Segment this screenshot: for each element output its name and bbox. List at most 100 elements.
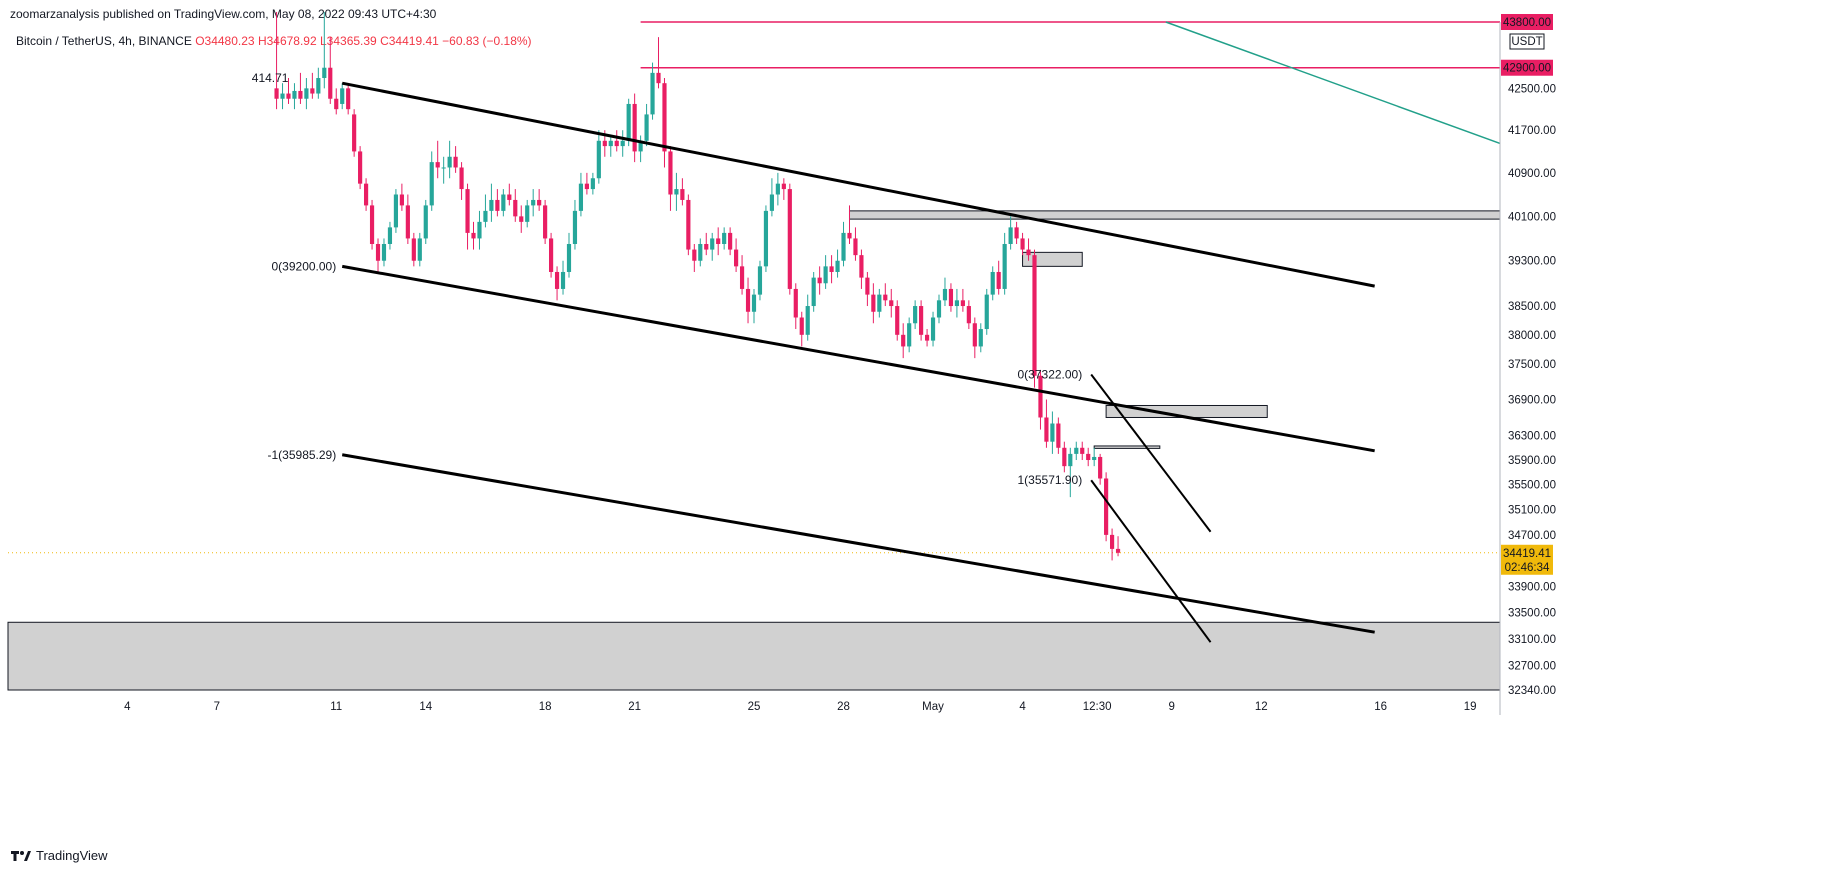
legend-low: L34365.39 — [320, 34, 377, 48]
candle-body — [387, 227, 393, 244]
candle-body — [489, 199, 494, 211]
legend-high: H34678.92 — [257, 34, 317, 48]
fib-annotation: 0(37322.00) — [1018, 367, 1083, 381]
candle-body — [763, 210, 769, 267]
candle-body — [704, 243, 709, 250]
candle-body — [322, 67, 327, 79]
candle-body — [1086, 453, 1091, 461]
x-tick-label: 16 — [1374, 701, 1387, 713]
candle-body — [1109, 534, 1115, 549]
candle-body — [829, 266, 834, 272]
candle-body — [1032, 255, 1037, 376]
candle-body — [1115, 548, 1121, 553]
x-tick-label: 28 — [837, 701, 850, 713]
zone-rectangle[interactable] — [7, 621, 1501, 691]
x-tick-label: 9 — [1169, 701, 1175, 713]
y-tick-label: 40100.00 — [1508, 211, 1556, 223]
candle-body — [734, 249, 739, 267]
candle-body — [328, 67, 333, 99]
candle-body — [316, 78, 321, 94]
symbol-name[interactable]: Bitcoin / TetherUS, 4h, BINANCE — [16, 34, 192, 48]
candle-body — [519, 216, 524, 222]
candle-body — [913, 306, 918, 324]
candle-body — [1080, 447, 1085, 454]
zone-rectangle[interactable] — [1093, 445, 1161, 449]
symbol-legend: Bitcoin / TetherUS, 4h, BINANCE O34480.2… — [16, 34, 532, 48]
drawing-layer — [341, 21, 1501, 643]
publisher-line: zoomarzanalysis published on TradingView… — [10, 7, 437, 21]
candle-body — [292, 90, 297, 99]
candle-body — [1002, 243, 1007, 289]
candle-body — [453, 156, 458, 168]
candle-body — [841, 232, 846, 261]
candle-body — [477, 221, 482, 239]
x-tick-label: 4 — [1019, 701, 1026, 713]
channel-line-lower[interactable] — [341, 453, 1375, 634]
x-tick-label: 7 — [214, 701, 220, 713]
candle-body — [996, 271, 1001, 289]
candle-body — [1014, 227, 1019, 239]
y-tick-label: 33100.00 — [1508, 634, 1556, 646]
zone-rectangle[interactable] — [1022, 251, 1083, 267]
candle-body — [608, 140, 613, 147]
candle-body — [596, 140, 601, 179]
legend-close: C34419.41 — [380, 34, 439, 48]
candle-body — [525, 205, 530, 222]
currency-badge-bg — [1509, 33, 1545, 50]
candle-body — [936, 300, 942, 318]
candle-body — [393, 194, 399, 228]
candle-body — [907, 323, 912, 347]
legend-open: O34480.23 — [195, 34, 255, 48]
candle-body — [1068, 453, 1073, 467]
candle-body — [1020, 238, 1025, 250]
candle-body — [280, 93, 285, 99]
annotation-layer: 0(39200.00) -1(35985.29) 0(37322.00) 1(3557… — [252, 71, 1082, 487]
candle-body — [584, 183, 589, 190]
candle-body — [369, 205, 375, 244]
candle-body — [590, 178, 595, 190]
candle-body — [435, 162, 440, 168]
channel-line-base[interactable] — [341, 264, 1375, 453]
price-badge-bg — [1501, 59, 1553, 76]
candle-body — [471, 232, 476, 239]
candle-body — [638, 140, 643, 152]
channel-line-small-lower[interactable] — [1090, 479, 1212, 643]
y-tick-label: 32340.00 — [1508, 685, 1556, 697]
y-tick-label: 35100.00 — [1508, 505, 1556, 517]
candle-body — [960, 300, 965, 307]
candle-body — [823, 266, 828, 284]
trend-line[interactable] — [1165, 21, 1501, 145]
candle-body — [399, 194, 404, 206]
fib-annotation: 0(39200.00) — [272, 259, 337, 273]
candle-body — [417, 238, 422, 261]
candle-body — [632, 103, 637, 152]
candle-body — [572, 210, 578, 244]
channel-line-small-upper[interactable] — [1090, 373, 1212, 533]
candle-body — [984, 294, 989, 330]
x-tick-label: 18 — [539, 701, 552, 713]
candle-body — [483, 210, 488, 222]
zone-layer — [7, 210, 1501, 691]
candle-body — [865, 277, 870, 295]
y-tick-label: 33900.00 — [1508, 581, 1556, 593]
price-badge-bg — [1501, 14, 1553, 30]
candle-body — [548, 238, 554, 272]
candle-body — [698, 243, 703, 261]
candle-body — [423, 205, 428, 239]
candle-body — [728, 232, 733, 250]
candle-body — [310, 88, 315, 94]
countdown-label: 02:46:34 — [1505, 562, 1550, 574]
candle-body — [501, 194, 506, 211]
candle-body — [775, 183, 780, 195]
channel-line-upper[interactable] — [341, 81, 1375, 288]
candle-body — [447, 156, 452, 168]
tradingview-logo-icon — [11, 850, 31, 861]
candle-body — [352, 114, 357, 152]
current-price-label: 34419.41 — [1503, 548, 1551, 560]
candle-body — [990, 271, 995, 295]
candle-body — [381, 243, 387, 261]
candle-body — [346, 88, 351, 110]
zone-rectangle[interactable] — [848, 210, 1501, 220]
x-tick-label: 4 — [124, 701, 131, 713]
